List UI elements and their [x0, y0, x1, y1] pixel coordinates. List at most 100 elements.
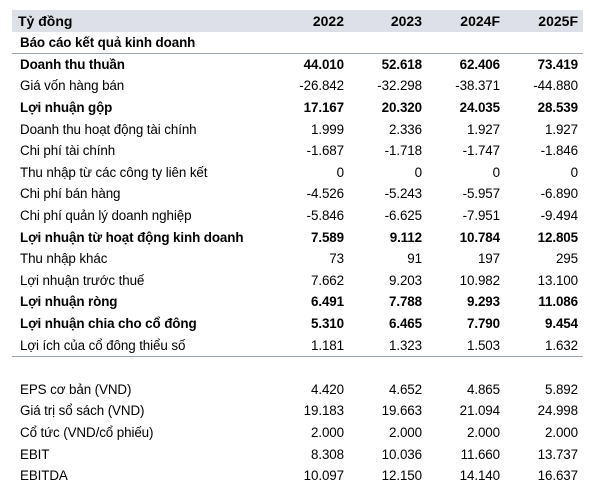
row-value-2022: 2.000	[310, 424, 344, 440]
row-value-2025f: 0	[570, 164, 578, 180]
row-value-2022: 1.181	[310, 337, 344, 353]
income-statement-body: Doanh thu thuần 44.010 52.618 62.406 73.419 G…	[12, 54, 583, 357]
row-value-2025f: 12.805	[537, 229, 578, 245]
row-value-2025f: 11.086	[538, 294, 578, 310]
unit-label: Tỷ đồng	[18, 13, 73, 29]
row-value-2023: 19.663	[381, 403, 422, 419]
row-value-2022: 6.491	[310, 294, 344, 310]
row-label: Giá vốn hàng bán	[20, 78, 125, 94]
table-row: Lợi nhuận từ hoạt động kinh doanh 7.589 9.…	[12, 226, 583, 248]
row-value-2024f: -38.371	[455, 78, 500, 94]
row-value-2025f: 295	[555, 251, 578, 267]
row-label: Lợi nhuận ròng	[20, 294, 118, 310]
table-row: Thu nhập khác 73 91 197 295	[12, 248, 583, 270]
row-value-2025f: 28.539	[537, 100, 578, 116]
table-row: Lợi nhuận ròng 6.491 7.788 9.293 11.086	[12, 291, 583, 313]
row-value-2024f: 9.293	[466, 294, 500, 310]
row-value-2023: 2.336	[388, 121, 422, 137]
row-value-2022: 4.420	[310, 381, 344, 397]
row-value-2024f: 2.000	[466, 424, 500, 440]
table-row: Giá vốn hàng bán -26.842 -32.298 -38.371 -44…	[12, 75, 583, 97]
section-title-row: Báo cáo kết quả kinh doanh	[12, 32, 583, 54]
row-value-2022: 1.999	[310, 121, 344, 137]
spacer-row	[12, 357, 583, 379]
row-value-2024f: 24.035	[459, 100, 500, 116]
row-label: Thu nhập khác	[20, 251, 108, 267]
row-value-2023: 6.465	[388, 316, 422, 332]
row-value-2022: 5.310	[310, 316, 344, 332]
row-label: Chi phí quản lý doanh nghiệp	[20, 208, 192, 224]
row-value-2023: -6.625	[384, 208, 422, 224]
year-2023-header: 2023	[390, 13, 422, 29]
row-value-2022: 17.167	[303, 100, 344, 116]
row-value-2023: 4.652	[388, 381, 422, 397]
row-label: Doanh thu hoạt động tài chính	[20, 121, 197, 137]
row-value-2023: 10.036	[381, 446, 422, 462]
table-row: Giá trị sổ sách (VND) 19.183 19.663 21.094 2…	[12, 400, 583, 422]
row-value-2023: 91	[407, 251, 422, 267]
row-value-2023: -5.243	[384, 186, 422, 202]
row-value-2023: 1.323	[388, 337, 422, 353]
row-value-2022: -1.687	[306, 143, 344, 159]
row-value-2024f: 21.094	[459, 403, 500, 419]
table-row: Thu nhập từ các công ty liên kết 0 0 0 0	[12, 162, 583, 184]
row-value-2023: -32.298	[377, 78, 422, 94]
row-value-2023: 12.150	[381, 468, 422, 484]
row-value-2023: 9.112	[389, 229, 422, 245]
row-value-2023: 2.000	[388, 424, 422, 440]
row-value-2025f: 13.737	[537, 446, 578, 462]
row-value-2025f: 16.637	[537, 468, 578, 484]
row-value-2025f: 13.100	[537, 272, 578, 288]
row-value-2025f: 24.998	[537, 403, 578, 419]
row-label: Thu nhập từ các công ty liên kết	[20, 164, 208, 180]
row-value-2024f: 1.503	[466, 337, 500, 353]
row-value-2025f: 9.454	[544, 316, 578, 332]
row-value-2022: 7.589	[310, 229, 344, 245]
row-value-2024f: 10.784	[459, 229, 500, 245]
row-value-2022: 44.010	[303, 56, 344, 72]
row-value-2025f: -1.846	[540, 143, 578, 159]
table-row: Chi phí quản lý doanh nghiệp -5.846 -6.625…	[12, 205, 583, 227]
row-label: EBITDA	[20, 468, 68, 484]
row-value-2025f: -9.494	[540, 208, 578, 224]
row-label: Doanh thu thuần	[20, 56, 125, 72]
row-value-2024f: -7.951	[462, 208, 500, 224]
row-label: Giá trị sổ sách (VND)	[20, 403, 145, 419]
year-2024f-header: 2024F	[460, 13, 500, 29]
row-value-2023: -1.718	[384, 143, 422, 159]
row-value-2023: 0	[414, 164, 422, 180]
row-value-2024f: 197	[477, 251, 500, 267]
row-value-2024f: -1.747	[462, 143, 500, 159]
row-value-2025f: 1.927	[544, 121, 578, 137]
table-row: EBITDA 10.097 12.150 14.140 16.637	[12, 465, 583, 487]
per-share-metrics-body: EPS cơ bản (VND) 4.420 4.652 4.865 5.892 Giá …	[12, 379, 583, 487]
table-row: Lợi nhuận chia cho cổ đông 5.310 6.465 7.79…	[12, 313, 583, 335]
row-label: Lợi ích của cổ đông thiểu số	[20, 337, 186, 353]
row-value-2024f: 0	[492, 164, 500, 180]
table-row: Lợi nhuận gộp 17.167 20.320 24.035 28.539	[12, 97, 583, 119]
row-value-2025f: 2.000	[544, 424, 578, 440]
row-value-2022: 0	[336, 164, 344, 180]
year-2022-header: 2022	[312, 13, 344, 29]
row-label: Lợi nhuận trước thuế	[20, 272, 145, 288]
row-value-2023: 52.618	[381, 56, 422, 72]
row-value-2024f: 4.865	[466, 381, 500, 397]
year-2025f-header: 2025F	[538, 13, 578, 29]
row-value-2024f: 1.927	[466, 121, 500, 137]
row-value-2024f: 62.406	[459, 56, 500, 72]
row-label: EPS cơ bản (VND)	[20, 381, 132, 397]
row-value-2024f: -5.957	[462, 186, 500, 202]
row-label: Lợi nhuận từ hoạt động kinh doanh	[20, 229, 244, 245]
row-label: EBIT	[20, 446, 50, 462]
table-row: Chi phí bán hàng -4.526 -5.243 -5.957 -6.890	[12, 183, 583, 205]
row-value-2024f: 7.790	[466, 316, 500, 332]
row-value-2022: -26.842	[299, 78, 344, 94]
row-value-2022: 8.308	[310, 446, 344, 462]
row-value-2022: 19.183	[303, 403, 344, 419]
row-value-2025f: 1.632	[544, 337, 578, 353]
row-label: Chi phí bán hàng	[20, 186, 121, 202]
row-label: Chi phí tài chính	[20, 143, 116, 159]
table-header: Tỷ đồng 2022 2023 2024F 2025F	[12, 10, 583, 32]
row-value-2022: 73	[329, 251, 344, 267]
